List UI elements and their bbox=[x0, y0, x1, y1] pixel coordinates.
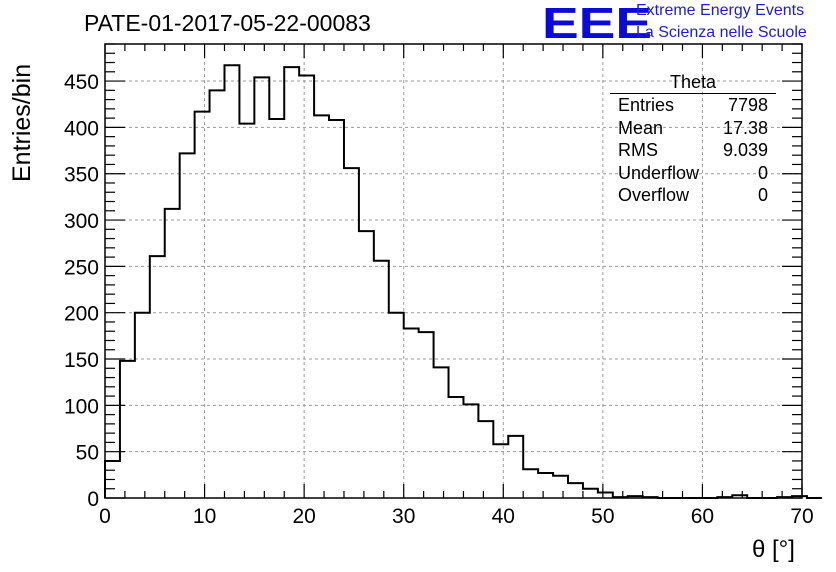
x-tick-label: 60 bbox=[691, 505, 714, 528]
stats-label: RMS bbox=[618, 140, 658, 160]
stats-label: Entries bbox=[618, 95, 675, 115]
stats-row-rms: RMS 9.039 bbox=[610, 139, 776, 162]
y-tick-label: 300 bbox=[64, 210, 99, 233]
x-tick-label: 70 bbox=[790, 505, 813, 528]
x-tick-label: 20 bbox=[292, 505, 315, 528]
y-tick-label: 200 bbox=[64, 303, 99, 326]
grid-lines bbox=[105, 44, 802, 498]
x-axis-label: θ [°] bbox=[752, 536, 795, 563]
y-tick-label: 400 bbox=[64, 117, 99, 140]
y-tick-label: 350 bbox=[64, 164, 99, 187]
axis-ticks bbox=[104, 43, 803, 499]
y-tick-label: 250 bbox=[64, 256, 99, 279]
stats-label: Mean bbox=[618, 117, 664, 138]
x-tick-label: 40 bbox=[492, 505, 515, 528]
logo-line-2: La Scienza nelle Scuole bbox=[636, 24, 807, 41]
stats-value: 9.039 bbox=[722, 140, 768, 160]
stats-row-overflow: Overflow 0 bbox=[610, 184, 776, 207]
stats-box: Theta Entries 7798 Mean 17.38 RMS 9.039 … bbox=[610, 72, 776, 207]
y-tick-label: 100 bbox=[64, 395, 99, 418]
x-tick-label: 30 bbox=[392, 505, 415, 528]
stats-value: 0 bbox=[757, 162, 768, 183]
x-tick-label: 10 bbox=[193, 505, 216, 528]
y-tick-label: 0 bbox=[87, 488, 99, 511]
stats-title: Theta bbox=[610, 72, 776, 94]
y-tick-label: 450 bbox=[64, 71, 99, 94]
stats-value: 7798 bbox=[727, 95, 768, 115]
y-tick-label: 50 bbox=[76, 442, 99, 465]
logo-line-1: Extreme Energy Events bbox=[636, 2, 805, 19]
y-axis-label: Entries/bin bbox=[8, 63, 36, 182]
y-tick-label: 150 bbox=[64, 349, 99, 372]
tick-labels: 0 10 20 30 40 50 60 70 0 50 100 150 200 250 300 350 400 4… bbox=[64, 71, 814, 528]
stats-value: 17.38 bbox=[722, 117, 768, 138]
eee-logo: EEE bbox=[542, 0, 653, 48]
y-axis-label-wrap: Entries/bin bbox=[8, 64, 38, 322]
stats-value: 0 bbox=[757, 185, 768, 205]
x-tick-label: 50 bbox=[591, 505, 614, 528]
plot-title: PATE-01-2017-05-22-00083 bbox=[84, 10, 371, 36]
stats-label: Underflow bbox=[618, 162, 700, 183]
stats-row-entries: Entries 7798 bbox=[610, 94, 776, 117]
stats-row-underflow: Underflow 0 bbox=[610, 162, 776, 185]
x-tick-label: 0 bbox=[99, 505, 111, 528]
stats-label: Overflow bbox=[618, 185, 690, 205]
stats-row-mean: Mean 17.38 bbox=[610, 117, 776, 140]
plot-frame bbox=[104, 43, 803, 499]
